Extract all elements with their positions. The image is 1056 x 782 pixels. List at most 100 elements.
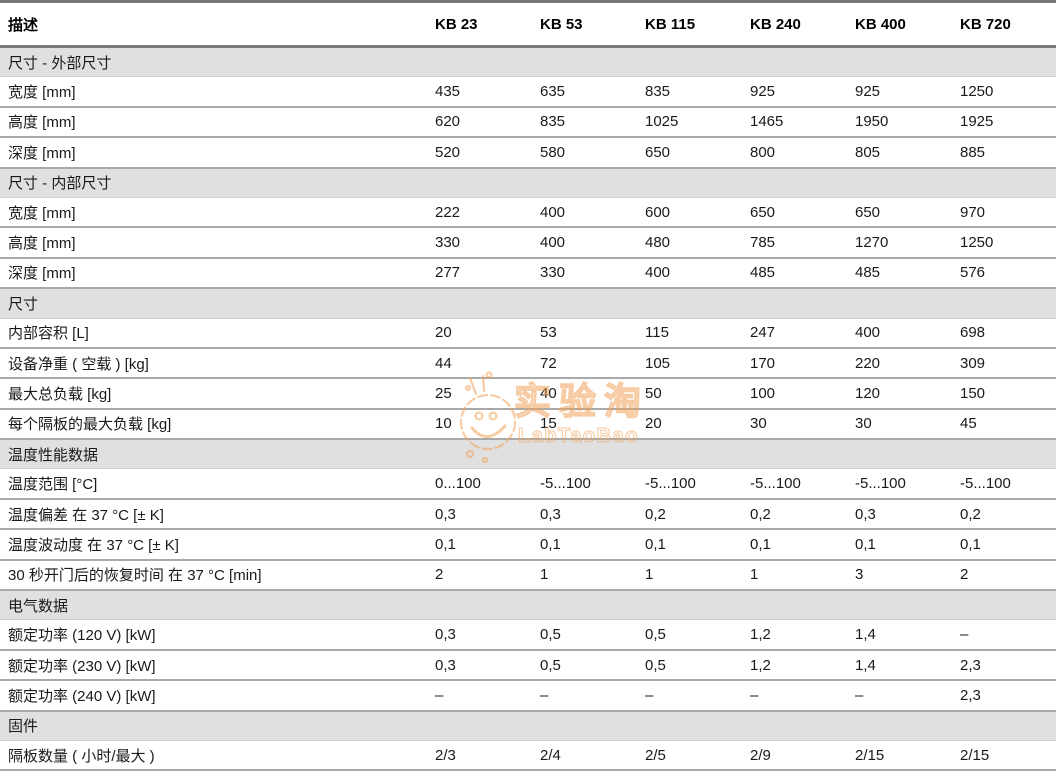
cell-value: 53 [532,318,637,349]
row-label: 最大总负载 [kg] [0,378,427,410]
cell-value: 0,3 [427,619,532,651]
table-row: 深度 [mm] 277 330 400 485 485 576 [0,257,1056,290]
cell-value: – [847,680,952,712]
cell-value: 576 [952,257,1056,290]
section-title: 尺寸 [0,288,1056,319]
cell-value: 885 [952,137,1056,169]
cell-value: 485 [742,257,847,290]
cell-value: 1,2 [742,649,847,682]
table-body: 尺寸 - 外部尺寸 宽度 [mm] 435 635 835 925 925 1250 高度 [m… [0,46,1056,772]
row-label: 额定功率 (240 V) [kW] [0,680,427,712]
cell-value: 1025 [637,106,742,139]
cell-value: -5...100 [952,468,1056,500]
table-row: 温度范围 [°C] 0...100 -5...100 -5...100 -5...100… [0,468,1056,500]
cell-value: 247 [742,318,847,349]
cell-value: – [742,680,847,712]
cell-value: 20 [427,318,532,349]
cell-value: 1 [637,559,742,592]
cell-value: 330 [427,227,532,259]
header-model-kb-720: KB 720 [952,1,1056,48]
header-description: 描述 [0,1,427,48]
cell-value: 25 [427,378,532,410]
cell-value: 0,1 [742,529,847,561]
table-row: 深度 [mm] 520 580 650 800 805 885 [0,137,1056,169]
table-row: 温度偏差 在 37 °C [± K] 0,3 0,3 0,2 0,2 0,3 0,2 [0,498,1056,531]
cell-value: 0,3 [847,498,952,531]
cell-value: 480 [637,227,742,259]
table-row: 额定功率 (240 V) [kW] – – – – –2,3 [0,680,1056,712]
cell-value: 635 [532,76,637,108]
row-label: 温度范围 [°C] [0,468,427,500]
row-label: 高度 [mm] [0,106,427,139]
cell-value: 120 [847,378,952,410]
header-model-kb-400: KB 400 [847,1,952,48]
cell-value: 2/4 [532,740,637,772]
table-row: 额定功率 (120 V) [kW] 0,3 0,5 0,5 1,2 1,4– [0,619,1056,651]
table-row: 30 秒开门后的恢复时间 在 37 °C [min] 2 1 1 1 3 2 [0,559,1056,592]
cell-value: 1,4 [847,649,952,682]
cell-value: 0,1 [847,529,952,561]
cell-value: 620 [427,106,532,139]
table-row: 每个隔板的最大负载 [kg] 10 15 20 30 30 45 [0,408,1056,441]
row-label: 高度 [mm] [0,227,427,259]
row-label: 30 秒开门后的恢复时间 在 37 °C [min] [0,559,427,592]
cell-value: 520 [427,137,532,169]
cell-value: -5...100 [532,468,637,500]
cell-value: – [952,619,1056,651]
cell-value: 40 [532,378,637,410]
table-row: 宽度 [mm] 435 635 835 925 925 1250 [0,76,1056,108]
cell-value: 600 [637,197,742,229]
table-row: 隔板数量 ( 小时/最大 ) 2/3 2/4 2/5 2/9 2/15 2/15 [0,740,1056,772]
row-label: 额定功率 (120 V) [kW] [0,619,427,651]
cell-value: 170 [742,347,847,380]
cell-value: 400 [637,257,742,290]
cell-value: 580 [532,137,637,169]
table-row: 高度 [mm] 620 835 1025 1465 1950 1925 [0,106,1056,139]
row-label: 深度 [mm] [0,137,427,169]
cell-value: 15 [532,408,637,441]
cell-value: 1250 [952,227,1056,259]
table-row: 温度波动度 在 37 °C [± K] 0,1 0,1 0,1 0,1 0,1 0,1 [0,529,1056,561]
section-row: 尺寸 [0,288,1056,319]
table-row: 额定功率 (230 V) [kW] 0,3 0,5 0,5 1,2 1,4 2,3 [0,649,1056,682]
cell-value: 277 [427,257,532,290]
cell-value: 2/5 [637,740,742,772]
header-model-kb-240: KB 240 [742,1,847,48]
cell-value: 1925 [952,106,1056,139]
cell-value: 1950 [847,106,952,139]
cell-value: 2/15 [847,740,952,772]
cell-value: 0,2 [637,498,742,531]
cell-value: 0,5 [637,619,742,651]
table-header: 描述 KB 23 KB 53 KB 115 KB 240 KB 400 KB 720 [0,1,1056,48]
table-row: 内部容积 [L] 20 53 115 247 400 698 [0,318,1056,349]
cell-value: 0,5 [637,649,742,682]
cell-value: 3 [847,559,952,592]
row-label: 温度波动度 在 37 °C [± K] [0,529,427,561]
cell-value: 222 [427,197,532,229]
cell-value: 105 [637,347,742,380]
cell-value: 435 [427,76,532,108]
cell-value: – [427,680,532,712]
cell-value: 0,1 [532,529,637,561]
cell-value: 150 [952,378,1056,410]
cell-value: 44 [427,347,532,380]
header-row: 描述 KB 23 KB 53 KB 115 KB 240 KB 400 KB 720 [0,1,1056,48]
cell-value: 400 [847,318,952,349]
cell-value: 0,2 [952,498,1056,531]
cell-value: -5...100 [742,468,847,500]
cell-value: 805 [847,137,952,169]
section-title: 尺寸 - 内部尺寸 [0,167,1056,198]
row-label: 温度偏差 在 37 °C [± K] [0,498,427,531]
cell-value: 115 [637,318,742,349]
cell-value: 835 [637,76,742,108]
cell-value: 0,2 [742,498,847,531]
cell-value: 0,3 [427,498,532,531]
table-row: 最大总负载 [kg] 25 40 50 100 120 150 [0,378,1056,410]
cell-value: 0,5 [532,649,637,682]
section-title: 固件 [0,710,1056,741]
cell-value: -5...100 [847,468,952,500]
cell-value: 72 [532,347,637,380]
cell-value: 650 [637,137,742,169]
cell-value: 400 [532,197,637,229]
